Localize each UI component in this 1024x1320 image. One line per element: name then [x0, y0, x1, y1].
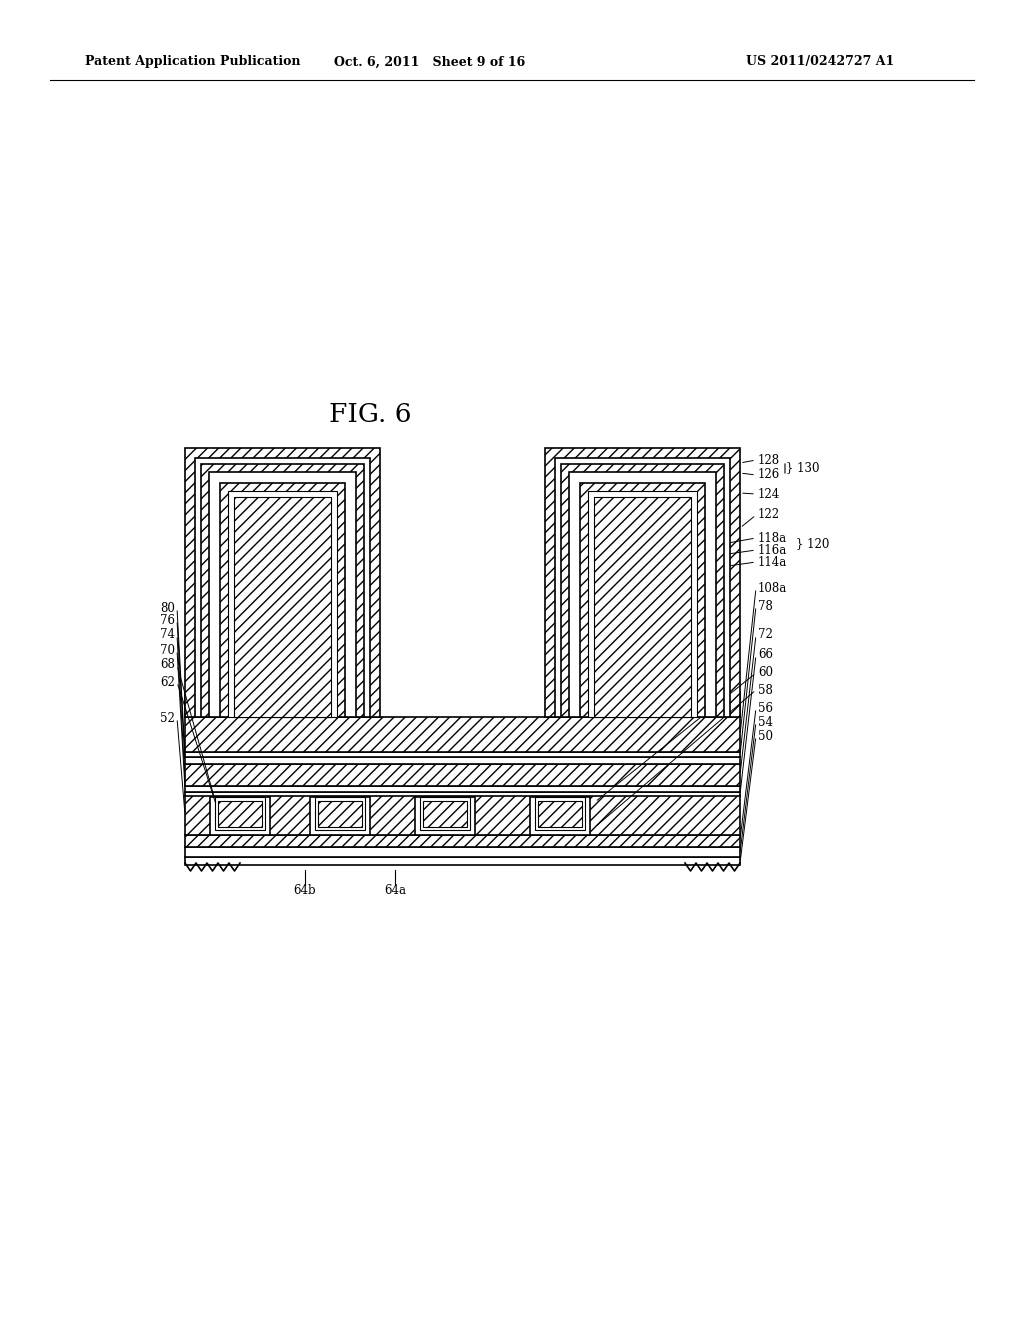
Bar: [195, 458, 370, 717]
Text: 70: 70: [160, 644, 175, 656]
Bar: [315, 797, 365, 830]
Text: 124: 124: [758, 487, 780, 500]
Text: } 120: } 120: [796, 537, 829, 550]
Text: 72: 72: [758, 628, 773, 642]
Bar: [185, 752, 740, 756]
Bar: [210, 797, 270, 836]
Bar: [530, 797, 590, 836]
Text: 68: 68: [160, 659, 175, 672]
Bar: [594, 498, 691, 717]
Text: 64b: 64b: [294, 883, 316, 896]
Bar: [550, 692, 740, 717]
Text: 66: 66: [758, 648, 773, 661]
Bar: [569, 473, 716, 717]
Text: 108a: 108a: [758, 582, 787, 594]
Bar: [185, 785, 740, 792]
Bar: [228, 491, 337, 717]
Text: 80: 80: [160, 602, 175, 615]
Bar: [415, 797, 475, 836]
Text: 114a: 114a: [758, 556, 787, 569]
Text: 78: 78: [758, 599, 773, 612]
Bar: [310, 797, 370, 836]
Text: 62: 62: [160, 676, 175, 689]
Text: 52: 52: [160, 711, 175, 725]
Text: 54: 54: [758, 715, 773, 729]
Text: } 130: } 130: [786, 462, 819, 474]
Bar: [420, 797, 470, 830]
Text: 116a: 116a: [758, 544, 787, 557]
Bar: [185, 847, 740, 857]
Bar: [234, 498, 331, 717]
Bar: [580, 483, 705, 717]
Text: 126: 126: [758, 469, 780, 482]
Bar: [215, 797, 265, 830]
Bar: [185, 836, 740, 847]
Text: 74: 74: [160, 628, 175, 642]
Text: 64a: 64a: [384, 883, 406, 896]
Bar: [218, 801, 262, 828]
Bar: [185, 795, 740, 836]
Text: 128: 128: [758, 454, 780, 466]
Text: 122: 122: [758, 508, 780, 521]
Bar: [185, 756, 740, 764]
Bar: [318, 801, 362, 828]
Bar: [185, 692, 375, 717]
Text: Patent Application Publication: Patent Application Publication: [85, 55, 300, 69]
Bar: [185, 857, 740, 865]
Bar: [201, 465, 364, 717]
Bar: [555, 458, 730, 717]
Bar: [209, 473, 356, 717]
Text: 60: 60: [758, 667, 773, 680]
Text: 50: 50: [758, 730, 773, 742]
Text: 118a: 118a: [758, 532, 787, 544]
Bar: [185, 717, 740, 752]
Bar: [588, 491, 697, 717]
Text: 56: 56: [758, 701, 773, 714]
Bar: [538, 801, 582, 828]
Text: Oct. 6, 2011   Sheet 9 of 16: Oct. 6, 2011 Sheet 9 of 16: [335, 55, 525, 69]
Bar: [185, 764, 740, 785]
Text: 76: 76: [160, 614, 175, 627]
Bar: [185, 447, 380, 717]
Bar: [185, 792, 740, 796]
Bar: [545, 447, 740, 717]
Text: FIG. 6: FIG. 6: [329, 403, 412, 428]
Bar: [535, 797, 585, 830]
Text: US 2011/0242727 A1: US 2011/0242727 A1: [745, 55, 894, 69]
Text: 58: 58: [758, 684, 773, 697]
Bar: [423, 801, 467, 828]
Bar: [561, 465, 724, 717]
Bar: [220, 483, 345, 717]
